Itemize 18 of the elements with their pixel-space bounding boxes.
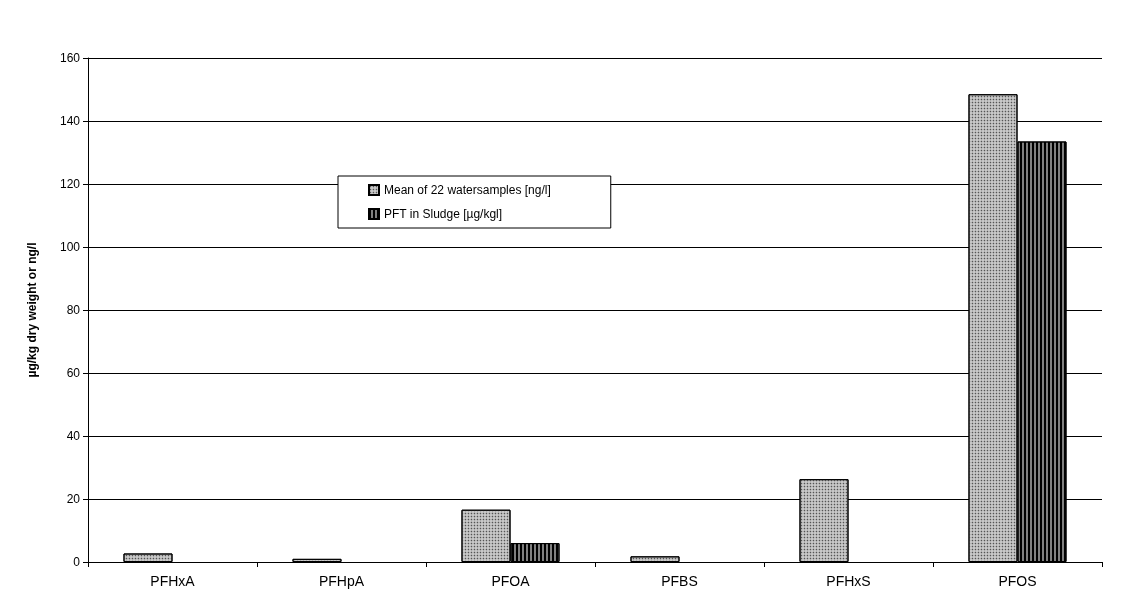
y-tick-label: 160: [59, 51, 81, 65]
y-tick-label: 80: [66, 303, 81, 317]
x-tick-label: PFHpA: [318, 573, 365, 589]
y-tick-label: 0: [73, 555, 81, 569]
x-tick-label: PFOS: [998, 573, 1037, 589]
x-tick-label: PFBS: [661, 573, 698, 589]
legend-label: Mean of 22 watersamples [ng/l]: [384, 183, 551, 197]
y-tick-label: 140: [59, 114, 81, 128]
x-tick-label: PFOA: [491, 573, 531, 589]
y-tick-label: 120: [59, 177, 81, 191]
x-tick-label: PFHxS: [826, 573, 871, 589]
legend-label: PFT in Sludge [µg/kgl]: [384, 207, 503, 221]
y-axis-title: µg/kg dry weight or ng/l: [25, 242, 39, 378]
y-tick-label: 60: [66, 366, 81, 380]
y-tick-label: 20: [66, 492, 81, 506]
x-tick-label: PFHxA: [150, 573, 196, 589]
y-tick-label: 100: [59, 240, 81, 254]
y-tick-label: 40: [66, 429, 81, 443]
